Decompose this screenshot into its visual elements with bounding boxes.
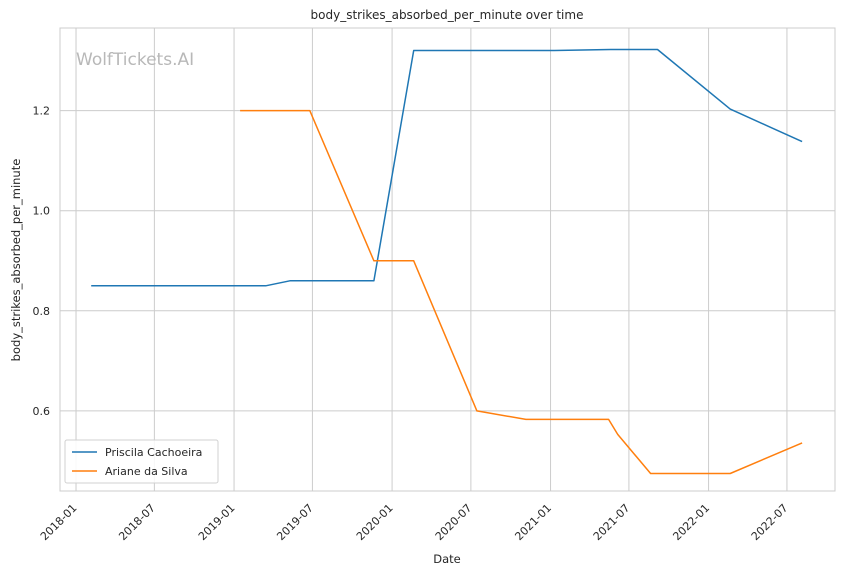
plot-frame xyxy=(59,27,836,492)
series-line-ariane-da-silva xyxy=(240,109,803,475)
data-point-priscila-cachoeira-1 xyxy=(265,285,267,287)
data-point-ariane-da-silva-10 xyxy=(801,442,803,444)
y-tick-label: 1.2 xyxy=(33,105,51,118)
data-point-priscila-cachoeira-2 xyxy=(289,280,291,282)
x-tick-labels: 2018-01 2018-07 2019-01 2019-07 2020-01 2020-… xyxy=(38,501,791,543)
y-tick-labels: 0.6 0.8 1.0 1.2 xyxy=(33,105,51,418)
legend-box xyxy=(64,439,219,484)
data-point-priscila-cachoeira-7 xyxy=(657,49,659,51)
x-tick-label: 2019-07 xyxy=(274,501,316,543)
data-point-ariane-da-silva-1 xyxy=(309,110,311,112)
x-tick-label: 2019-01 xyxy=(196,501,238,543)
legend: Priscila Cachoeira Ariane da Silva xyxy=(64,439,219,484)
series-layer xyxy=(90,48,803,475)
data-point-ariane-da-silva-9 xyxy=(729,473,731,475)
data-point-ariane-da-silva-6 xyxy=(608,419,610,421)
x-tick-label: 2018-01 xyxy=(38,501,80,543)
data-point-ariane-da-silva-7 xyxy=(617,434,619,436)
data-point-ariane-da-silva-3 xyxy=(413,260,415,262)
x-tick-label: 2021-01 xyxy=(512,501,554,543)
y-tick-label: 1.0 xyxy=(33,205,51,218)
x-tick-label: 2020-07 xyxy=(433,501,475,543)
legend-label-ariane-da-silva: Ariane da Silva xyxy=(105,465,188,478)
chart-title: body_strikes_absorbed_per_minute over ti… xyxy=(311,8,584,22)
data-point-priscila-cachoeira-0 xyxy=(90,285,92,287)
data-point-priscila-cachoeira-6 xyxy=(610,49,612,51)
data-point-ariane-da-silva-8 xyxy=(650,473,652,475)
y-tick-label: 0.8 xyxy=(33,305,51,318)
data-point-ariane-da-silva-4 xyxy=(476,410,478,412)
data-point-ariane-da-silva-2 xyxy=(373,260,375,262)
data-point-priscila-cachoeira-8 xyxy=(729,108,731,110)
x-axis-label: Date xyxy=(433,552,461,566)
data-point-priscila-cachoeira-5 xyxy=(554,50,556,52)
data-point-priscila-cachoeira-3 xyxy=(373,280,375,282)
data-point-ariane-da-silva-5 xyxy=(525,419,527,421)
series-line-priscila-cachoeira xyxy=(91,48,803,287)
legend-label-priscila-cachoeira: Priscila Cachoeira xyxy=(105,446,202,459)
x-tick-label: 2018-07 xyxy=(116,501,158,543)
y-axis-label: body_strikes_absorbed_per_minute xyxy=(9,159,23,362)
y-tick-label: 0.6 xyxy=(33,405,51,418)
x-tick-label: 2022-07 xyxy=(749,501,791,543)
x-tick-label: 2020-01 xyxy=(354,501,396,543)
grid-layer xyxy=(60,28,835,491)
x-tick-label: 2022-01 xyxy=(670,501,712,543)
x-tick-label: 2021-07 xyxy=(591,501,633,543)
data-point-priscila-cachoeira-4 xyxy=(413,50,415,52)
data-point-ariane-da-silva-0 xyxy=(239,110,241,112)
watermark: WolfTickets.AI xyxy=(76,50,194,70)
data-point-priscila-cachoeira-9 xyxy=(801,141,803,143)
